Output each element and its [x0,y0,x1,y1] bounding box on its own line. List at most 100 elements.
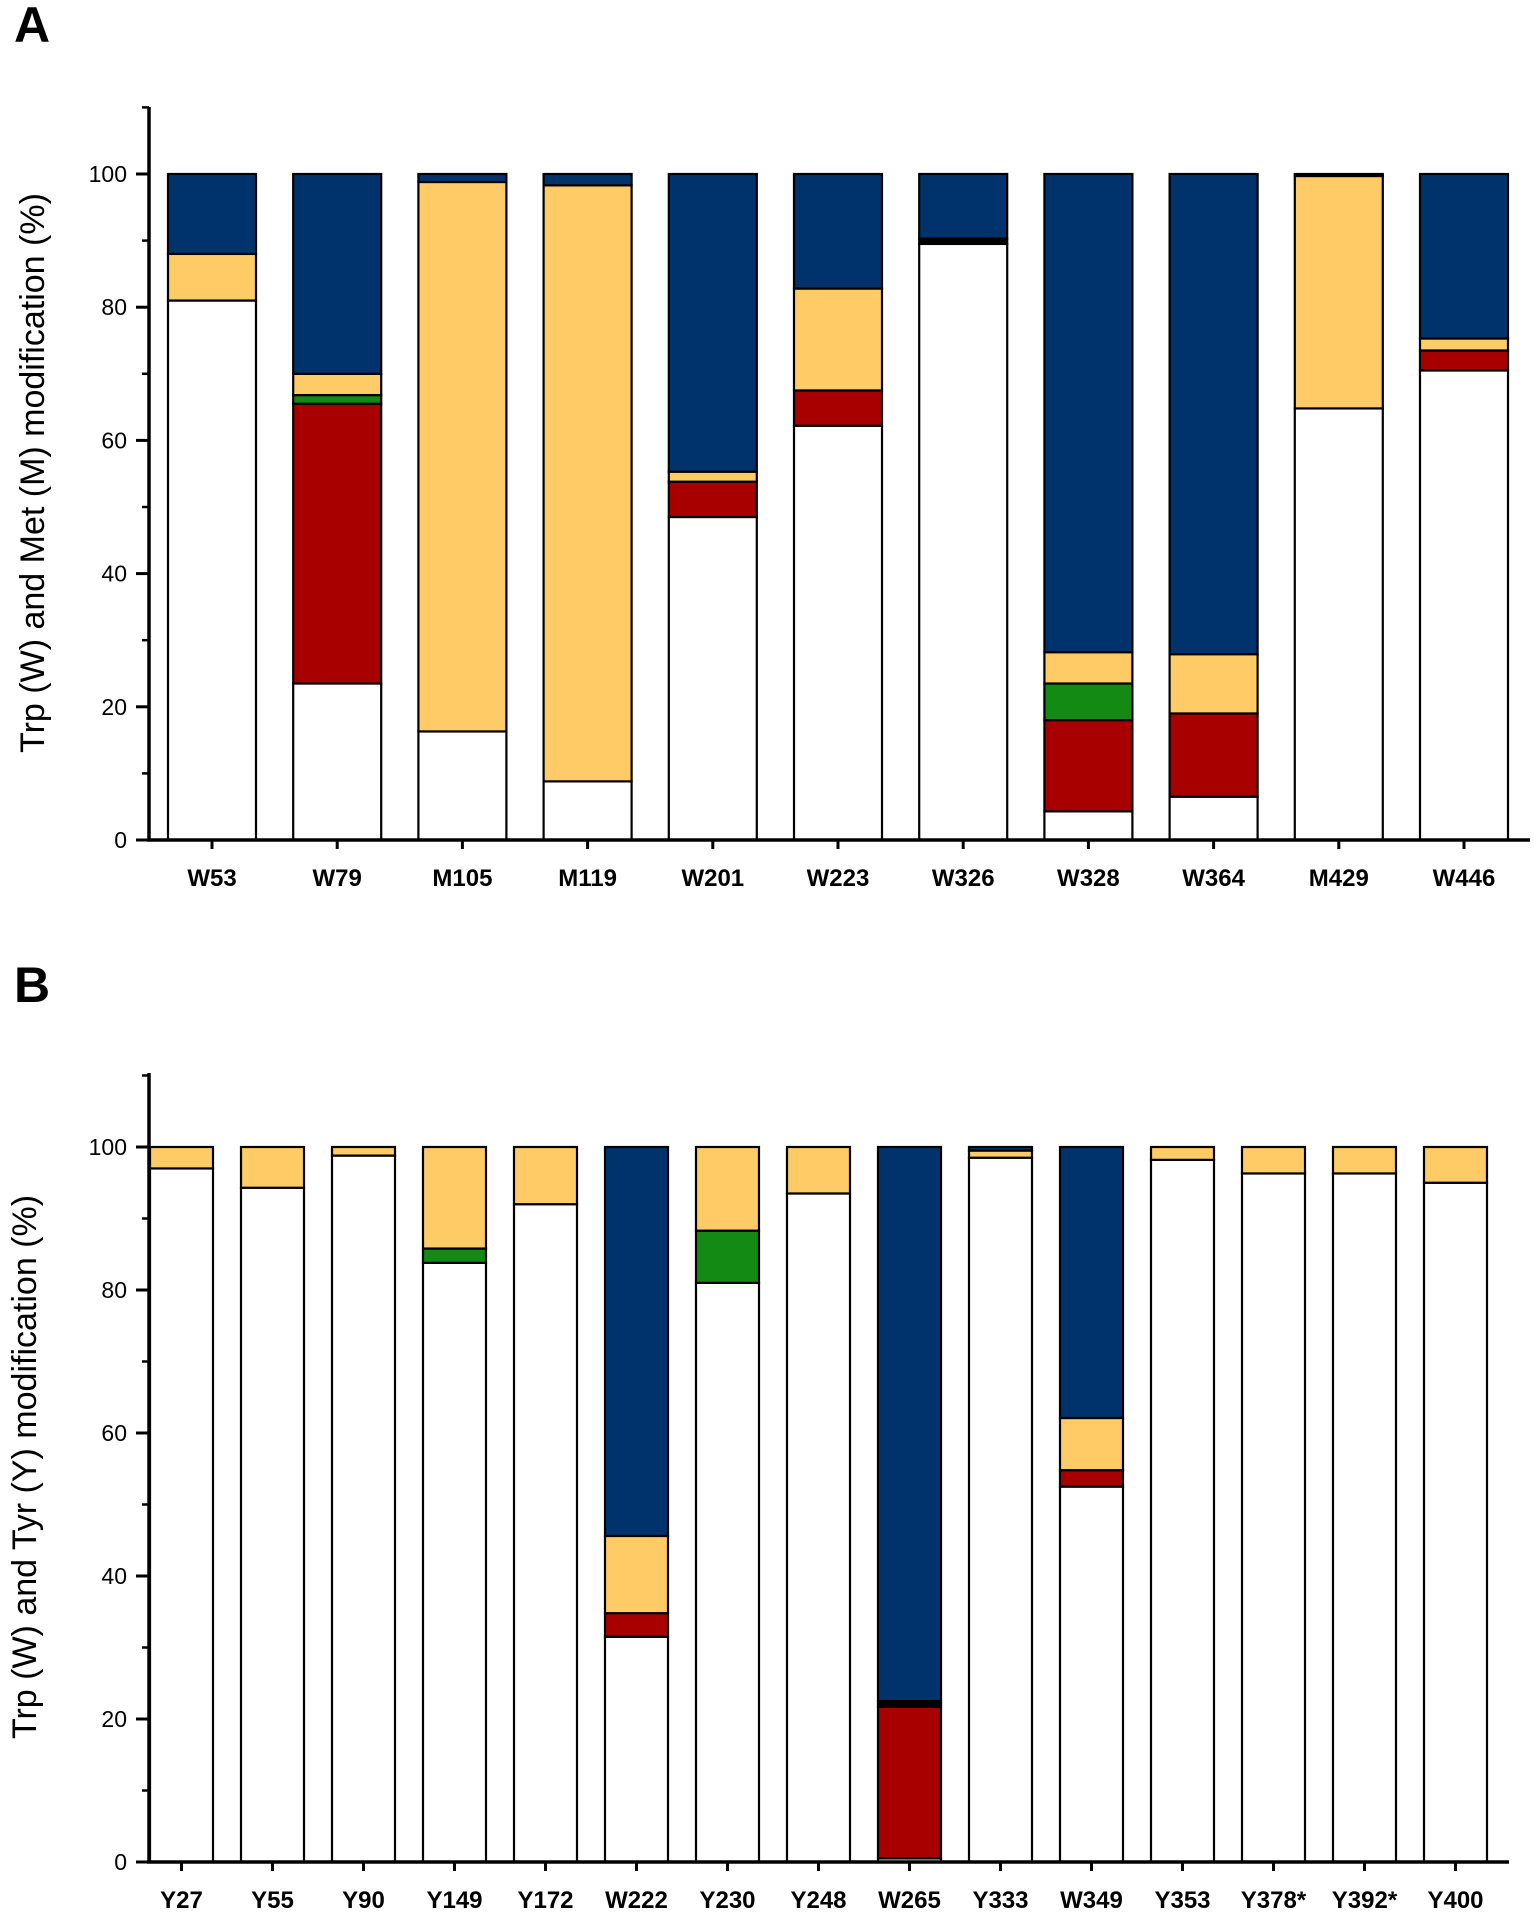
bar-segment-W201-1 [667,480,758,519]
y-tick-label-20: 20 [101,694,127,720]
bar-segment-W349-1 [1058,1469,1125,1488]
y-tick-label-80: 80 [101,294,127,320]
bar-segment-M429-0 [1293,407,1384,842]
bar-segment-Y230-0 [694,1281,761,1864]
y-tick-label-0: 0 [114,827,127,853]
bar-segment-M105-5 [417,172,508,184]
panel-label-a: A [14,0,50,53]
bar-segment-W223-5 [792,172,884,290]
bar-segment-M105-0 [417,730,508,842]
x-tick-label-W349: W349 [1060,1887,1123,1913]
bar-segment-Y149-3 [421,1145,488,1250]
y-tick-label-60: 60 [101,1420,127,1446]
x-tick-label-Y172: Y172 [517,1887,573,1913]
y-tick-label-20: 20 [101,1706,127,1732]
bar-segment-Y333-0 [967,1156,1034,1864]
bar-segment-Y172-3 [512,1145,579,1206]
bar-segment-Y230-2 [694,1229,761,1284]
x-tick-label-Y230: Y230 [699,1887,755,1913]
x-tick-label-Y378*: Y378* [1241,1887,1307,1913]
bar-segment-W349-0 [1058,1485,1125,1864]
x-tick-label-Y248: Y248 [790,1887,846,1913]
bar-segment-W446-3 [1418,337,1510,352]
bar-segment-W349-5 [1058,1145,1125,1420]
bar-segment-W79-2 [292,394,383,405]
x-tick-label-W222: W222 [605,1887,668,1913]
x-tick-label-Y333: Y333 [972,1887,1028,1913]
bar-segment-M119-3 [542,184,633,783]
bar-segment-Y392*-0 [1331,1172,1398,1864]
bar-segment-W223-1 [792,389,884,427]
x-tick-label-W446: W446 [1433,865,1496,892]
bar-segment-Y248-3 [785,1145,852,1195]
x-tick-label-W201: W201 [681,865,744,892]
bar-segment-Y378*-3 [1240,1145,1307,1175]
bar-segment-W328-1 [1043,719,1134,813]
bar-segment-Y55-0 [239,1186,306,1864]
bar-segment-Y149-0 [421,1261,488,1864]
y-tick-label-100: 100 [89,1134,127,1160]
bar-segment-W446-0 [1418,369,1510,842]
bar-segment-Y400-0 [1422,1181,1489,1864]
y-axis-title: Trp (W) and Met (M) modification (%) [14,193,52,753]
x-tick-label-Y353: Y353 [1154,1887,1210,1913]
bar-segment-W446-5 [1418,172,1510,340]
bar-segment-W265-1 [876,1705,943,1860]
chart-panel-a: W53 W79 M105 M119 W201 W223 W326 W328 W364 M429 W4… [14,106,1530,892]
x-tick-label-W265: W265 [878,1887,941,1913]
bar-segment-W222-0 [603,1635,670,1864]
bar-segment-Y55-3 [239,1145,306,1189]
bar-segment-Y90-3 [330,1145,397,1157]
bar-segment-W328-5 [1043,172,1134,654]
y-tick-label-40: 40 [101,1563,127,1589]
y-tick-label-60: 60 [101,427,127,453]
bar-segment-M429-5 [1293,172,1384,178]
x-tick-label-W53: W53 [187,865,236,892]
bar-segment-M119-5 [542,172,633,187]
bar-segment-W328-3 [1043,651,1134,685]
bar-segment-W328-0 [1043,810,1134,842]
bar-segment-W79-3 [292,372,383,397]
bar-segment-Y230-3 [694,1145,761,1232]
bar-segment-W364-5 [1168,172,1259,656]
x-tick-label-Y55: Y55 [251,1887,294,1913]
bar-segment-W201-0 [667,515,758,842]
y-tick-label-100: 100 [89,161,127,187]
bar-segment-Y378*-0 [1240,1172,1307,1864]
bar-segment-W79-1 [292,402,383,685]
x-tick-label-W328: W328 [1057,865,1120,892]
bar-segment-Y27-0 [148,1167,215,1864]
bar-segment-Y400-3 [1422,1145,1489,1184]
panel-label-b: B [14,957,50,1013]
chart-panel-b: Y27 Y55 Y90 Y149 Y172 W222 Y230 Y248 W265 Y333 W34… [6,1073,1509,1913]
x-tick-label-Y392*: Y392* [1332,1887,1398,1913]
y-tick-label-40: 40 [101,561,127,587]
bar-segment-W201-5 [667,172,758,473]
bar-segment-W349-3 [1058,1416,1125,1472]
bar-segment-W328-2 [1043,682,1134,722]
bar-segment-W222-1 [603,1612,670,1638]
bar-segment-W265-5 [876,1145,943,1703]
bar-segment-W79-5 [292,172,383,375]
y-tick-label-0: 0 [114,1849,127,1875]
x-tick-label-W364: W364 [1182,865,1245,892]
bar-segment-W201-3 [667,470,758,483]
bar-segment-Y353-0 [1149,1158,1216,1864]
bar-segment-W326-5 [918,172,1009,240]
bar-segment-W364-3 [1168,653,1259,715]
bar-segment-W364-1 [1168,712,1259,798]
bar-segment-Y353-3 [1149,1145,1216,1161]
bar-segment-Y333-5 [967,1145,1034,1152]
x-tick-label-M429: M429 [1309,865,1369,892]
x-tick-label-Y400: Y400 [1427,1887,1483,1913]
x-tick-label-Y149: Y149 [426,1887,482,1913]
x-tick-label-M105: M105 [432,865,492,892]
bar-segment-W53-0 [166,299,258,842]
bar-segment-Y149-2 [421,1247,488,1264]
bar-segment-Y172-0 [512,1203,579,1864]
bar-segment-M429-3 [1293,174,1384,410]
bar-segment-Y27-3 [148,1145,215,1170]
bar-segment-Y392*-3 [1331,1145,1398,1175]
x-tick-label-Y27: Y27 [160,1887,203,1913]
